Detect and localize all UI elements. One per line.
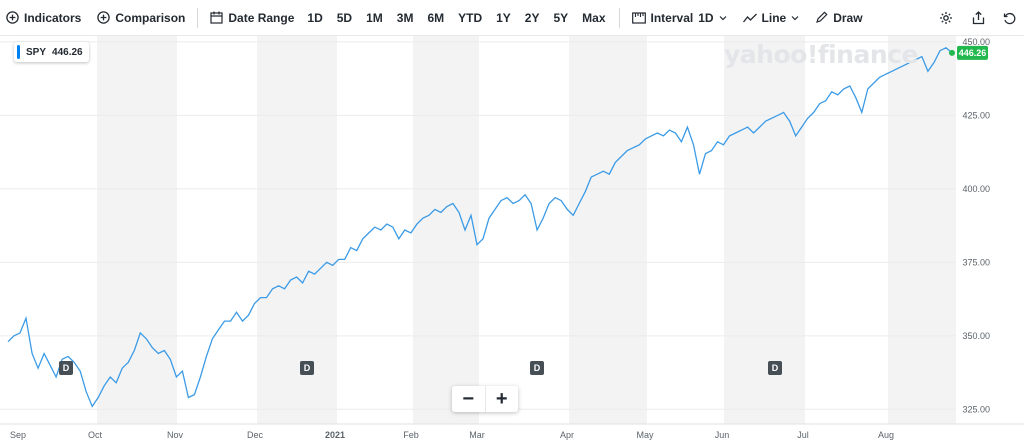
y-tick-label: 375.00 (962, 257, 990, 267)
x-tick-label: Aug (878, 430, 894, 440)
indicators-label: Indicators (24, 10, 82, 25)
x-tick-label: Mar (469, 430, 485, 440)
comparison-label: Comparison (115, 10, 186, 25)
ticker-badge[interactable]: SPY 446.26 (14, 42, 89, 62)
range-5d[interactable]: 5D (336, 10, 353, 25)
month-band (724, 36, 805, 424)
zoom-controls: − + (452, 386, 518, 412)
month-band (257, 36, 337, 424)
draw-label: Draw (833, 10, 863, 25)
y-tick-label: 350.00 (962, 331, 990, 341)
x-tick-label: May (636, 430, 654, 440)
dividend-marker[interactable]: D (768, 361, 782, 375)
chart-type-dropdown[interactable]: Line (737, 0, 806, 36)
interval-dropdown[interactable]: Interval 1D (626, 0, 733, 36)
ruler-icon (631, 11, 646, 24)
ticker-price: 446.26 (52, 46, 83, 58)
pencil-icon (816, 11, 828, 23)
dividend-marker[interactable]: D (59, 361, 73, 375)
range-1d[interactable]: 1D (307, 10, 323, 25)
x-tick-label: Apr (560, 430, 574, 440)
chevron-down-icon (719, 15, 726, 20)
dividend-marker[interactable]: D (300, 361, 314, 375)
current-price-tag: 446.26 (949, 45, 988, 60)
x-tick-label: Nov (167, 430, 184, 440)
gear-icon (940, 12, 952, 24)
month-band (97, 36, 177, 424)
share-button[interactable] (962, 0, 994, 36)
toolbar-divider (618, 7, 620, 28)
reset-button[interactable] (994, 0, 1024, 36)
interval-value: 1D (698, 10, 714, 25)
ticker-symbol: SPY (26, 46, 47, 58)
x-tick-label: Feb (403, 430, 419, 440)
x-tick-label: 2021 (325, 430, 345, 440)
settings-button[interactable] (930, 0, 962, 36)
x-tick-label: Jul (797, 430, 809, 440)
line-chart-icon (742, 13, 757, 22)
chart-toolbar: Indicators Comparison Date Range 1D 5D 1… (0, 0, 1024, 36)
plus-circle-icon (97, 11, 111, 24)
date-range-label: Date Range (228, 10, 295, 25)
price-chart: 325.00 350.00 375.00 400.00 425.00 450.00 Sep… (0, 36, 1024, 440)
range-1y[interactable]: 1Y (496, 10, 511, 25)
chevron-down-icon (791, 15, 799, 20)
month-band (413, 36, 479, 424)
calendar-icon (210, 11, 223, 24)
chart-type-label: Line (761, 10, 787, 25)
y-tick-label: 325.00 (962, 404, 990, 414)
current-price-label: 446.26 (959, 48, 987, 58)
share-icon (972, 11, 984, 25)
y-tick-label: 400.00 (962, 184, 990, 194)
dividend-marker[interactable]: D (530, 361, 544, 375)
toolbar-divider (197, 7, 199, 28)
x-tick-label: Dec (247, 430, 264, 440)
chart-area[interactable]: 325.00 350.00 375.00 400.00 425.00 450.00 Sep… (0, 36, 1024, 447)
toolbar-right (930, 0, 1024, 36)
range-1m[interactable]: 1M (366, 10, 383, 25)
x-tick-label: Jun (715, 430, 730, 440)
month-band (888, 36, 956, 424)
range-3m[interactable]: 3M (396, 10, 414, 25)
date-range-button[interactable]: Date Range (204, 0, 300, 36)
zoom-out-button[interactable]: − (462, 387, 475, 410)
y-tick-label: 425.00 (962, 110, 990, 120)
draw-button[interactable]: Draw (809, 0, 868, 36)
indicators-button[interactable]: Indicators (0, 0, 87, 36)
x-tick-label: Sep (10, 430, 26, 440)
comparison-button[interactable]: Comparison (91, 0, 191, 36)
range-ytd[interactable]: YTD (458, 10, 483, 25)
month-band (569, 36, 647, 424)
plus-circle-icon (6, 11, 19, 24)
y-tick-label: 450.00 (962, 37, 990, 47)
yahoo-finance-watermark: yahoo!finance (724, 40, 918, 69)
range-5y[interactable]: 5Y (553, 10, 569, 25)
x-tick-label: Oct (88, 430, 103, 440)
reset-icon (1003, 12, 1015, 24)
zoom-in-button[interactable]: + (484, 386, 519, 412)
range-max[interactable]: Max (582, 10, 606, 25)
series-color-swatch (17, 45, 20, 59)
interval-label: Interval (650, 10, 694, 25)
range-2y[interactable]: 2Y (524, 10, 540, 25)
price-line (7, 47, 953, 408)
range-6m[interactable]: 6M (427, 10, 445, 25)
